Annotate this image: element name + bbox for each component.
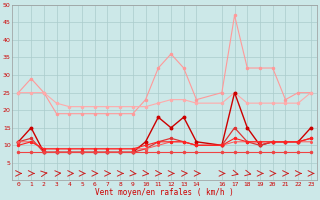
X-axis label: Vent moyen/en rafales ( km/h ): Vent moyen/en rafales ( km/h ) <box>95 188 234 197</box>
